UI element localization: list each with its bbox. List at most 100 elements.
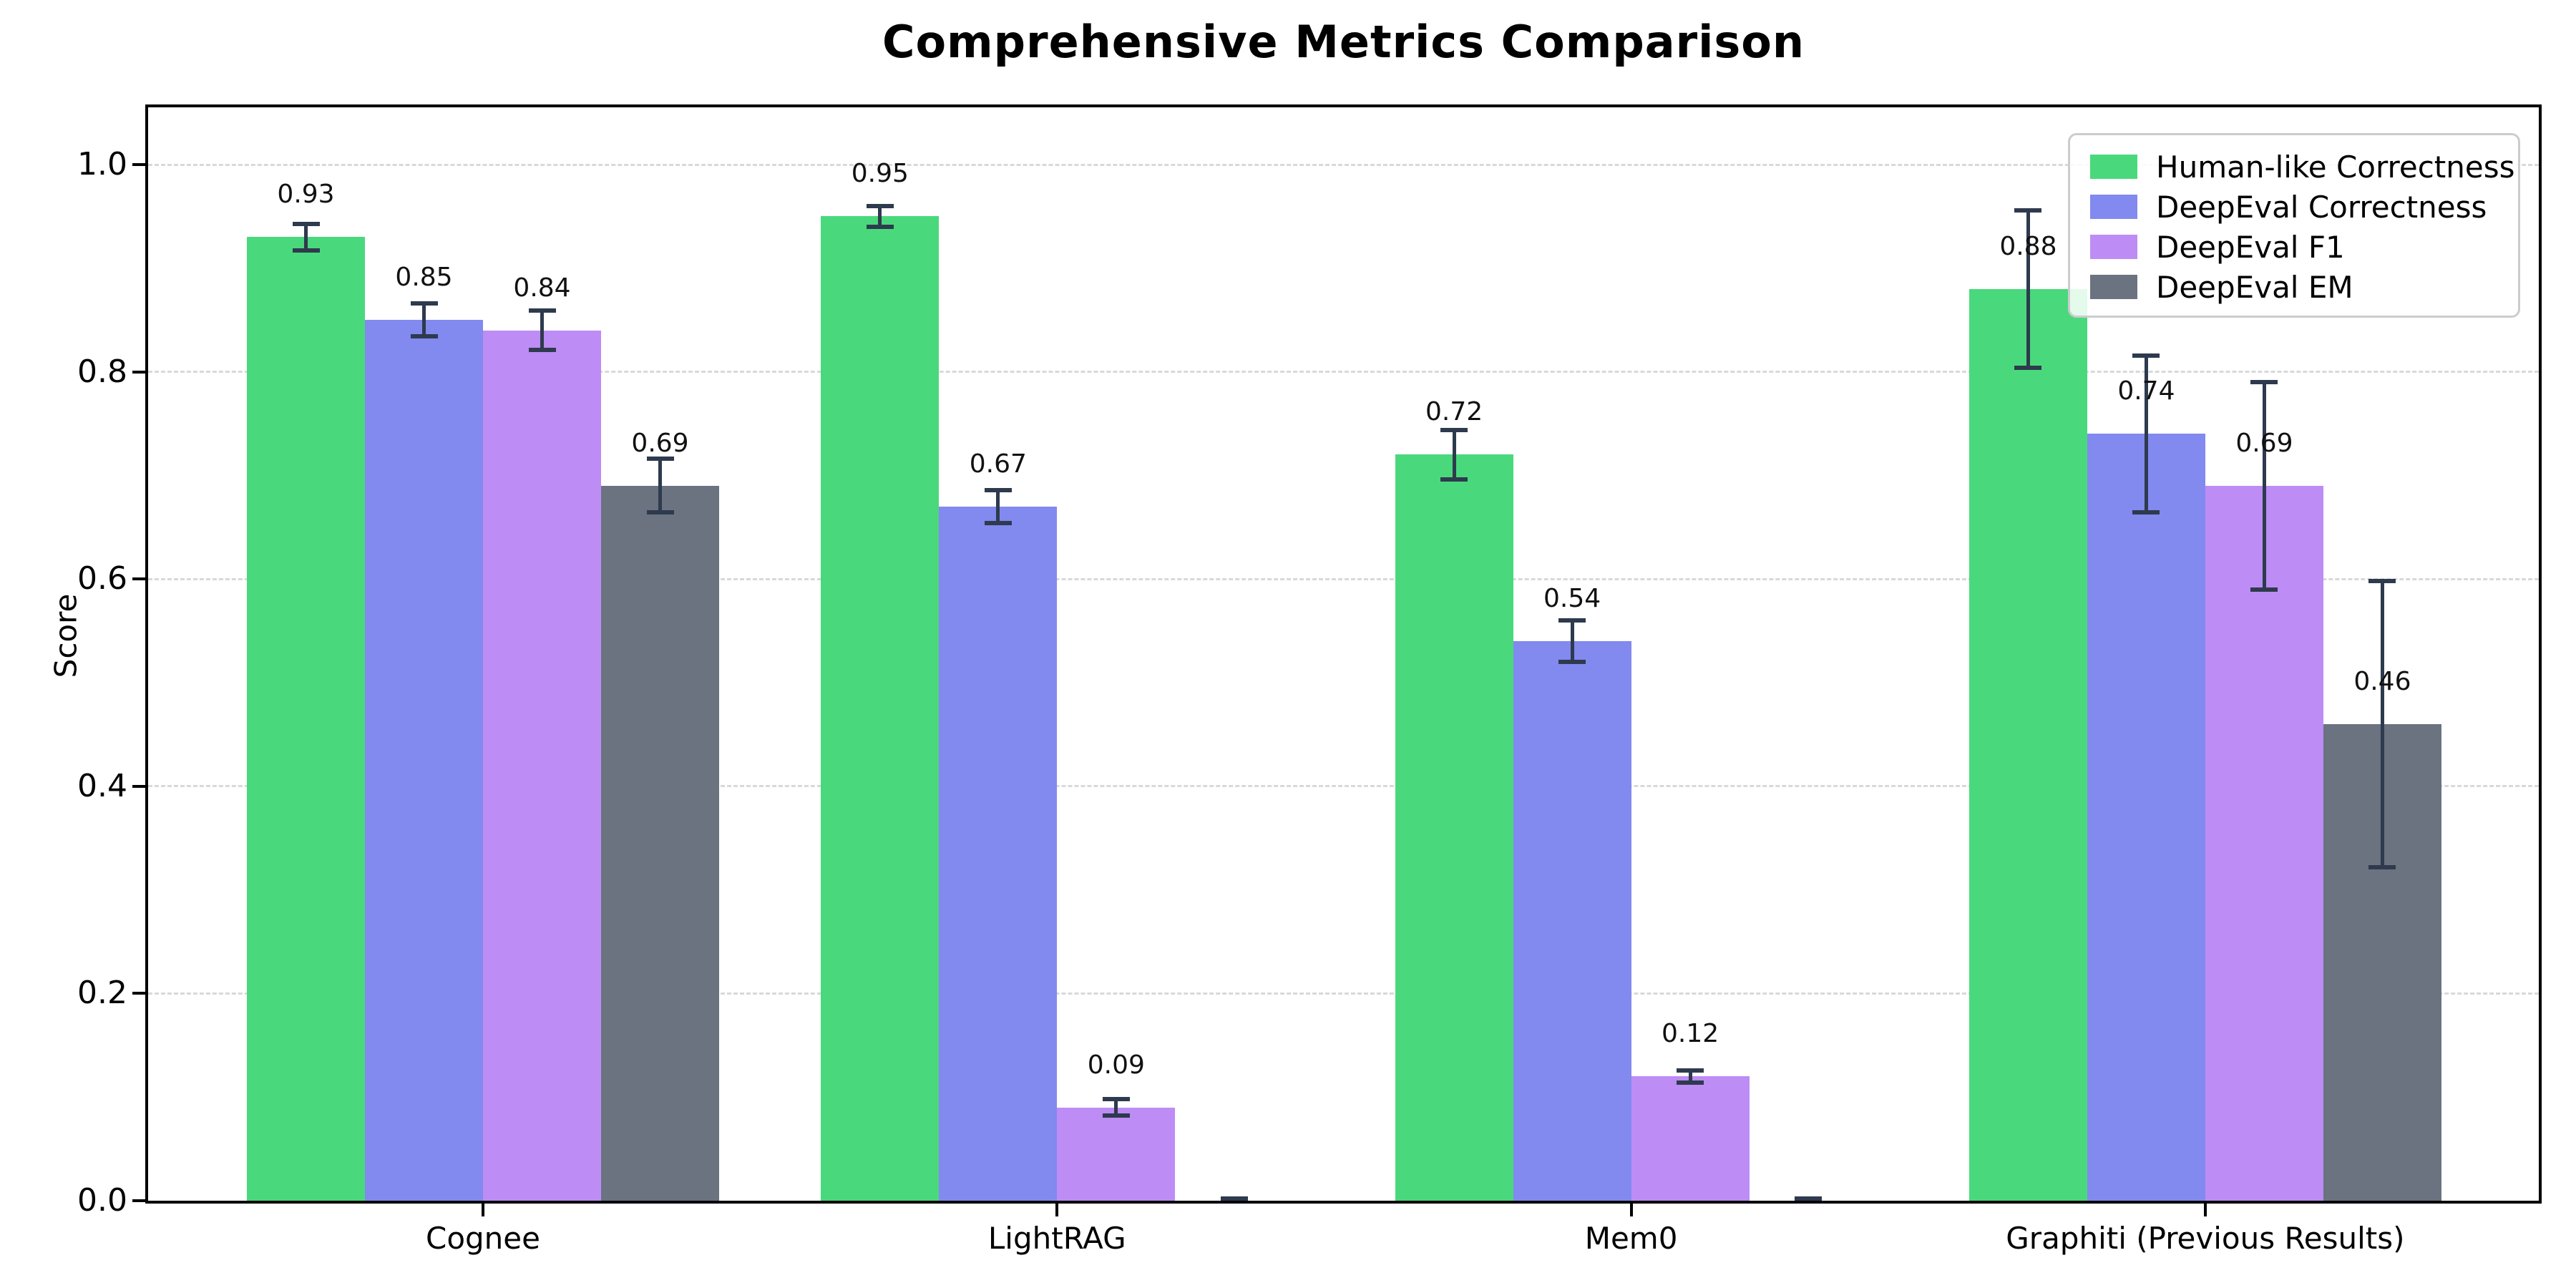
error-bar-deepeval-em-cognee <box>658 457 662 515</box>
error-bar-cap-bottom-deepeval-correctness-mem0 <box>1558 659 1586 664</box>
bar-label-deepeval-f1-graphiti-previous-results: 0.69 <box>2235 428 2293 458</box>
y-tick-1.0 <box>132 163 148 166</box>
error-bar-cap-top-deepeval-em-cognee <box>646 457 674 462</box>
error-bar-cap-bottom-deepeval-em-graphiti-previous-results <box>2368 864 2396 869</box>
error-bar-deepeval-em-graphiti-previous-results <box>2380 579 2384 869</box>
y-tick-label-0.2: 0.2 <box>77 975 127 1012</box>
bar-label-deepeval-correctness-mem0: 0.54 <box>1543 584 1601 614</box>
bar-label-deepeval-f1-lightrag: 0.09 <box>1087 1050 1145 1080</box>
error-bar-cap-bottom-deepeval-em-cognee <box>646 510 674 515</box>
error-bar-cap-top-deepeval-f1-lightrag <box>1102 1097 1130 1102</box>
x-tick-mem0 <box>1629 1201 1633 1216</box>
error-bar-human-like-correctness-mem0 <box>1452 427 1456 482</box>
bar-deepeval-f1-mem0 <box>1631 1076 1750 1201</box>
legend-swatch-deepeval-correctness <box>2090 195 2137 219</box>
bar-deepeval-correctness-cognee <box>365 320 483 1201</box>
bar-label-deepeval-f1-cognee: 0.84 <box>513 273 571 303</box>
bar-human-like-correctness-graphiti-previous-results <box>1968 288 2087 1201</box>
bar-deepeval-f1-graphiti-previous-results <box>2205 485 2323 1201</box>
bar-deepeval-f1-cognee <box>483 330 601 1201</box>
error-bar-cap-bottom-deepeval-f1-graphiti-previous-results <box>2250 587 2278 592</box>
error-bar-cap-bottom-deepeval-correctness-graphiti-previous-results <box>2132 510 2160 515</box>
error-bar-deepeval-correctness-graphiti-previous-results <box>2144 353 2148 515</box>
axes-frame <box>145 104 2542 1204</box>
error-bar-cap-bottom-deepeval-correctness-cognee <box>410 334 438 339</box>
error-bar-cap-bottom-deepeval-f1-mem0 <box>1677 1080 1704 1085</box>
bar-deepeval-correctness-mem0 <box>1513 641 1631 1201</box>
error-bar-deepeval-f1-mem0 <box>1688 1068 1692 1085</box>
error-bar-deepeval-correctness-lightrag <box>996 487 1000 525</box>
error-bar-deepeval-correctness-mem0 <box>1570 618 1574 664</box>
error-bar-cap-bottom-human-like-correctness-mem0 <box>1440 477 1468 482</box>
y-tick-0.4 <box>132 784 148 788</box>
error-bar-cap-top-human-like-correctness-mem0 <box>1440 427 1468 432</box>
gridline-1.0 <box>148 163 2539 166</box>
legend-label-human-like-correctness: Human-like Correctness <box>2156 149 2515 185</box>
x-tick-graphiti-previous-results <box>2203 1201 2207 1216</box>
bar-label-deepeval-correctness-graphiti-previous-results: 0.74 <box>2117 376 2175 406</box>
y-tick-0.0 <box>132 1199 148 1202</box>
legend-label-deepeval-em: DeepEval EM <box>2156 269 2353 305</box>
error-bar-cap-top-human-like-correctness-graphiti-previous-results <box>2014 208 2042 213</box>
error-bar-cap-top-deepeval-f1-mem0 <box>1677 1068 1704 1073</box>
error-bar-cap-top-deepeval-correctness-mem0 <box>1558 618 1586 623</box>
legend-label-deepeval-correctness: DeepEval Correctness <box>2156 189 2487 225</box>
y-tick-label-1.0: 1.0 <box>77 146 127 182</box>
bar-deepeval-em-cognee <box>601 485 719 1201</box>
bar-label-human-like-correctness-cognee: 0.93 <box>277 180 335 210</box>
error-bar-deepeval-f1-cognee <box>540 308 544 353</box>
gridline-0.6 <box>148 577 2539 580</box>
x-tick-cognee <box>482 1201 484 1216</box>
y-tick-label-0.0: 0.0 <box>77 1182 127 1219</box>
bar-label-deepeval-em-cognee: 0.69 <box>631 428 689 458</box>
bar-label-deepeval-em-graphiti-previous-results: 0.46 <box>2353 666 2411 696</box>
legend-item-deepeval-f1: DeepEval F1 <box>2090 227 2518 267</box>
error-bar-cap-top-human-like-correctness-cognee <box>292 221 320 226</box>
legend-item-deepeval-em: DeepEval EM <box>2090 267 2518 307</box>
error-bar-cap-bottom-deepeval-correctness-lightrag <box>984 520 1012 525</box>
gridline-0.4 <box>148 785 2539 788</box>
error-bar-human-like-correctness-cognee <box>304 221 308 253</box>
error-bar-cap-bottom-human-like-correctness-cognee <box>292 248 320 253</box>
error-bar-deepeval-f1-graphiti-previous-results <box>2262 380 2266 592</box>
error-bar-human-like-correctness-graphiti-previous-results <box>2026 208 2030 370</box>
y-tick-0.8 <box>132 370 148 374</box>
bar-label-deepeval-f1-mem0: 0.12 <box>1662 1019 1719 1049</box>
y-tick-label-0.6: 0.6 <box>77 560 127 597</box>
error-bar-deepeval-f1-lightrag <box>1114 1097 1118 1118</box>
legend-swatch-deepeval-em <box>2090 275 2137 299</box>
error-bar-cap-top-deepeval-f1-graphiti-previous-results <box>2250 380 2278 385</box>
bar-human-like-correctness-cognee <box>247 237 365 1201</box>
error-bar-cap-top-deepeval-f1-cognee <box>528 308 556 313</box>
x-tick-label-graphiti-previous-results: Graphiti (Previous Results) <box>2006 1221 2405 1256</box>
legend-item-human-like-correctness: Human-like Correctness <box>2090 147 2518 187</box>
error-bar-cap-bottom-deepeval-f1-lightrag <box>1102 1113 1130 1118</box>
x-tick-lightrag <box>1055 1201 1059 1216</box>
error-bar-human-like-correctness-lightrag <box>878 204 882 229</box>
y-tick-0.6 <box>132 577 148 581</box>
error-bar-deepeval-correctness-cognee <box>422 301 426 339</box>
bar-label-human-like-correctness-mem0: 0.72 <box>1425 397 1483 427</box>
error-bar-cap-bottom-human-like-correctness-lightrag <box>866 224 894 229</box>
gridline-0.8 <box>148 371 2539 374</box>
error-bar-cap-top-deepeval-correctness-cognee <box>410 301 438 306</box>
x-tick-label-cognee: Cognee <box>426 1221 540 1256</box>
bar-deepeval-f1-lightrag <box>1057 1107 1176 1201</box>
legend-swatch-deepeval-f1 <box>2090 235 2137 259</box>
chart-title: Comprehensive Metrics Comparison <box>882 16 1805 68</box>
plot-area: 0.93 0.95 0.72 0.88 0.85 0.67 0.54 0.74 0.84 0.09… <box>148 107 2539 1201</box>
bar-label-deepeval-correctness-lightrag: 0.67 <box>969 449 1027 479</box>
bar-deepeval-correctness-lightrag <box>939 506 1058 1201</box>
x-tick-label-lightrag: LightRAG <box>987 1221 1126 1256</box>
error-bar-cap-top-deepeval-em-mem0 <box>1795 1196 1823 1201</box>
error-bar-cap-top-deepeval-correctness-lightrag <box>984 487 1012 492</box>
bar-human-like-correctness-lightrag <box>821 216 940 1201</box>
legend: Human-like Correctness DeepEval Correctne… <box>2068 133 2520 318</box>
bar-deepeval-correctness-graphiti-previous-results <box>2087 434 2205 1201</box>
bar-human-like-correctness-mem0 <box>1395 454 1513 1201</box>
gridline-0.2 <box>148 992 2539 995</box>
y-tick-0.2 <box>132 992 148 995</box>
error-bar-cap-bottom-deepeval-f1-cognee <box>528 348 556 353</box>
legend-swatch-human-like-correctness <box>2090 155 2137 179</box>
